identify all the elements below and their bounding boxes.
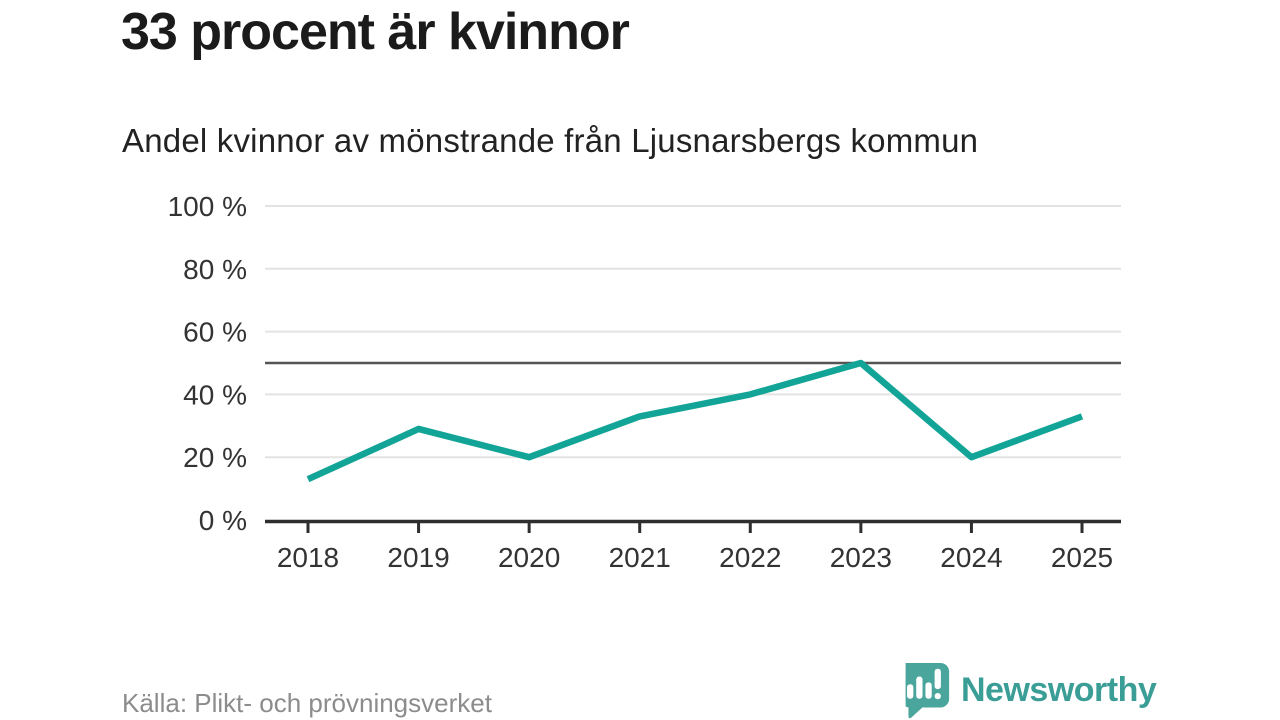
chart-subtitle: Andel kvinnor av mönstrande från Ljusnar… (122, 122, 979, 159)
logo-bar-2 (916, 676, 923, 699)
x-axis-tick-label: 2022 (719, 542, 781, 573)
y-axis-tick-label: 20 % (183, 442, 247, 473)
logo-exclamation-dot (934, 692, 941, 700)
y-axis-tick-label: 0 % (199, 505, 247, 536)
x-axis-tick-label: 2023 (830, 542, 892, 573)
x-axis-tick-label: 2020 (498, 542, 560, 573)
newsworthy-wordmark: Newsworthy (961, 670, 1157, 709)
x-axis-tick-label: 2025 (1051, 542, 1113, 573)
y-axis-tick-label: 80 % (183, 254, 247, 285)
logo-exclamation-bar (934, 668, 941, 690)
source-note: Källa: Plikt- och prövningsverket (122, 688, 492, 718)
x-axis-tick-label: 2021 (609, 542, 671, 573)
y-axis-tick-label: 40 % (183, 379, 247, 410)
x-axis-tick-label: 2018 (277, 542, 339, 573)
logo-bubble-tail (908, 698, 929, 719)
chart-title: 33 procent är kvinnor (121, 3, 630, 61)
newsworthy-logo: Newsworthy (895, 662, 1157, 720)
newsworthy-speech-bubble-bar-chart-icon (905, 662, 950, 719)
data-line-share-of-women (306, 359, 1084, 483)
x-axis-tick-label: 2024 (940, 542, 1002, 573)
x-axis-tick-label: 2019 (387, 542, 449, 573)
logo-bar-1 (907, 684, 914, 699)
y-axis-tick-label: 100 % (168, 191, 247, 222)
y-axis-tick-label: 60 % (183, 317, 247, 348)
logo-bar-3 (925, 682, 932, 699)
